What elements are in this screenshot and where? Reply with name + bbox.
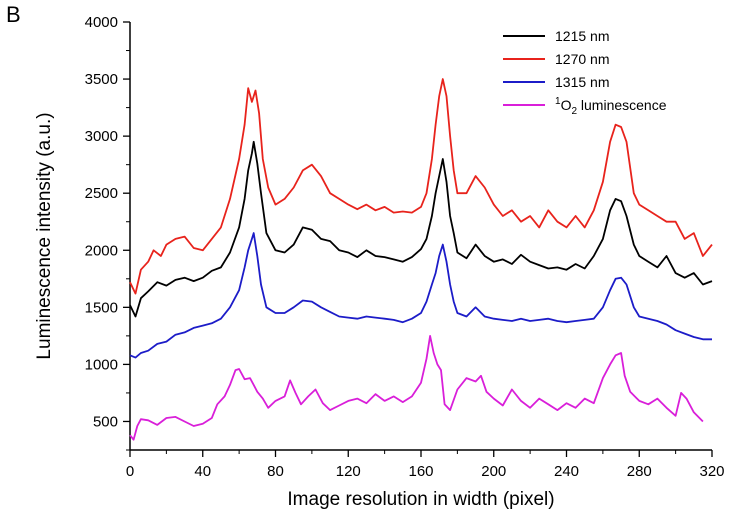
series-line-1 bbox=[129, 140, 713, 318]
x-tick-label: 40 bbox=[194, 463, 211, 480]
y-tick-label: 4000 bbox=[85, 14, 118, 31]
x-tick-label: 0 bbox=[126, 463, 134, 480]
y-tick-label: 2000 bbox=[85, 242, 118, 259]
ticks: 0 40 80 120 160 200 240 280 320 500 1000 1500 2000 25… bbox=[85, 14, 725, 480]
x-tick-label: 240 bbox=[554, 463, 579, 480]
series bbox=[129, 78, 713, 441]
y-tick-label: 2500 bbox=[85, 185, 118, 202]
legend-label: 1315 nm bbox=[555, 74, 609, 90]
y-tick-label: 3000 bbox=[85, 128, 118, 145]
x-tick-label: 80 bbox=[267, 463, 284, 480]
y-tick-label: 500 bbox=[93, 413, 118, 430]
y-tick-label: 3500 bbox=[85, 71, 118, 88]
x-tick-label: 320 bbox=[699, 463, 724, 480]
x-tick-label: 120 bbox=[336, 463, 361, 480]
legend-label: 1270 nm bbox=[555, 51, 609, 67]
x-tick-label: 280 bbox=[627, 463, 652, 480]
legend: 1215 nm 1270 nm 1315 nm 1O2 luminescence bbox=[503, 28, 667, 117]
x-tick-label: 160 bbox=[408, 463, 433, 480]
legend-label: 1215 nm bbox=[555, 28, 609, 44]
x-tick-label: 200 bbox=[481, 463, 506, 480]
axes bbox=[129, 22, 712, 451]
series-line-3 bbox=[129, 232, 712, 359]
y-tick-label: 1000 bbox=[85, 356, 118, 373]
y-axis-label: Luminescence intensity (a.u.) bbox=[34, 112, 55, 359]
legend-label: 1O2 luminescence bbox=[555, 96, 667, 117]
panel-label: B bbox=[6, 2, 21, 27]
series-line-4 bbox=[129, 335, 704, 441]
x-axis-label: Image resolution in width (pixel) bbox=[287, 489, 554, 510]
series-line-2 bbox=[129, 78, 713, 295]
y-tick-label: 1500 bbox=[85, 299, 118, 316]
